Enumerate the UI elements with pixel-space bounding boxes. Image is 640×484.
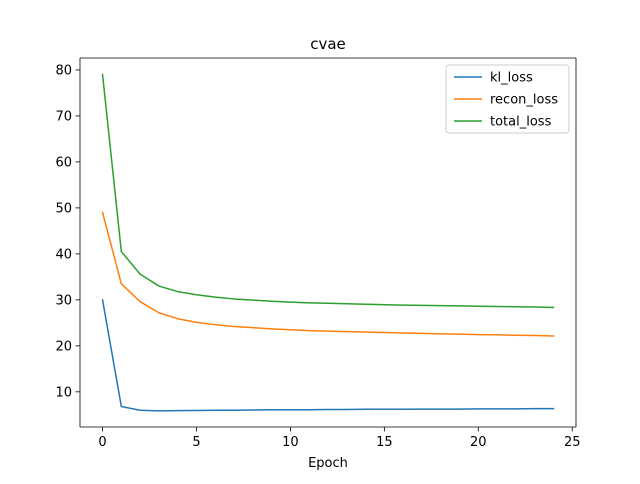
x-tick-label: 20 xyxy=(470,435,487,450)
legend: kl_loss recon_loss total_loss xyxy=(445,64,570,134)
y-tick-label: 60 xyxy=(55,155,72,170)
x-tick-label: 10 xyxy=(282,435,299,450)
y-tick-label: 50 xyxy=(55,201,72,216)
legend-box xyxy=(445,64,570,134)
x-axis-label: Epoch xyxy=(308,456,348,471)
y-tick-label: 20 xyxy=(55,339,72,354)
x-tick-label: 15 xyxy=(376,435,393,450)
x-tick-label: 5 xyxy=(192,435,200,450)
x-tick-label: 25 xyxy=(564,435,581,450)
y-tick-label: 70 xyxy=(55,109,72,124)
y-tick-label: 40 xyxy=(55,247,72,262)
series-line-total_loss xyxy=(101,73,555,309)
series-line-kl_loss xyxy=(101,298,555,412)
x-tick-label: 0 xyxy=(98,435,106,450)
y-tick-label: 30 xyxy=(55,293,72,308)
legend-label-kl_loss: kl_loss xyxy=(490,71,533,86)
legend-label-total_loss: total_loss xyxy=(490,115,552,130)
y-tick-label: 80 xyxy=(55,63,72,78)
series-line-recon_loss xyxy=(101,211,555,337)
y-tick-label: 10 xyxy=(55,385,72,400)
legend-label-recon_loss: recon_loss xyxy=(490,93,558,108)
chart-title: cvae xyxy=(310,35,346,53)
plot-area: 0 5 10 15 20 25 10 20 30 40 50 60 70 80 xyxy=(55,57,581,450)
